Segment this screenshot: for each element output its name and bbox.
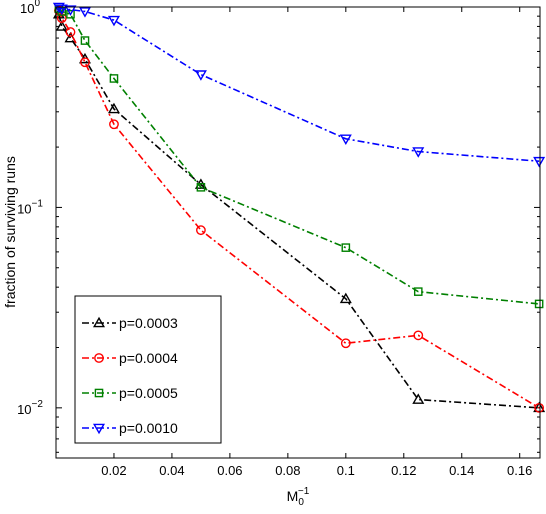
data-point (194, 70, 207, 81)
data-point (340, 338, 351, 349)
y-tick-label: 10−2 (17, 399, 43, 417)
data-point (534, 299, 544, 309)
data-point (80, 36, 90, 45)
x-tick-label: 0.14 (449, 463, 474, 478)
legend-item: p=0.0010 (82, 420, 178, 436)
legend-item: p=0.0003 (82, 315, 178, 331)
x-tick-label: 0.1 (337, 463, 355, 478)
plot-frame (55, 6, 541, 459)
x-tick-label: 0.08 (275, 463, 300, 478)
x-tick-label: 0.16 (507, 463, 532, 478)
x-tick-labels: 0.02 0.04 0.06 0.08 0.1 0.12 0.14 0.16 (101, 463, 532, 478)
data-point (66, 9, 75, 19)
series-layer (52, 2, 546, 413)
data-point (78, 7, 91, 18)
data-point (533, 156, 546, 168)
data-point (534, 402, 545, 413)
y-tick-label: 10−1 (17, 198, 43, 216)
legend-item: p=0.0005 (82, 385, 178, 401)
x-tick-label: 0.06 (217, 463, 242, 478)
data-point (107, 102, 120, 114)
data-point (65, 27, 76, 37)
legend-marker (94, 388, 104, 398)
data-point (109, 74, 119, 83)
x-tick-label: 0.02 (101, 463, 126, 478)
data-point (55, 20, 68, 31)
series-p=0.0004 (53, 5, 545, 413)
data-point (64, 5, 77, 16)
y-axis-label: fraction of surviving runs (2, 156, 18, 308)
legend-box (74, 295, 222, 444)
legend-marker (92, 316, 106, 328)
y-tick-labels: 100 10−1 10−2 (17, 0, 43, 417)
legend-item: p=0.0004 (82, 350, 178, 366)
y-tick-label: 100 (20, 0, 40, 16)
data-point (55, 4, 68, 15)
data-point (109, 119, 119, 130)
data-point (341, 243, 351, 252)
series-line (58, 10, 540, 409)
legend-label: p=0.0004 (119, 350, 178, 366)
legend: p=0.0003 p=0.0004 p=0.0005 p=0.0010 (74, 295, 222, 444)
series-line (58, 8, 540, 305)
data-point (339, 292, 352, 304)
data-point (413, 287, 423, 296)
x-tick-label: 0.12 (391, 463, 416, 478)
data-point (107, 15, 120, 27)
data-point (413, 330, 424, 341)
legend-label: p=0.0005 (119, 385, 178, 401)
data-point (339, 134, 352, 146)
x-tick-label: 0.04 (159, 463, 184, 478)
series-p=0.0003 (52, 8, 546, 413)
legend-marker (92, 423, 106, 435)
data-point (412, 393, 425, 404)
x-axis-label: M0−1 (287, 486, 310, 508)
legend-marker (94, 353, 104, 363)
data-point (196, 225, 206, 236)
legend-label: p=0.0010 (119, 420, 178, 436)
data-point (80, 57, 90, 68)
data-point (412, 147, 425, 158)
legend-label: p=0.0003 (119, 315, 178, 331)
data-point (196, 183, 206, 192)
